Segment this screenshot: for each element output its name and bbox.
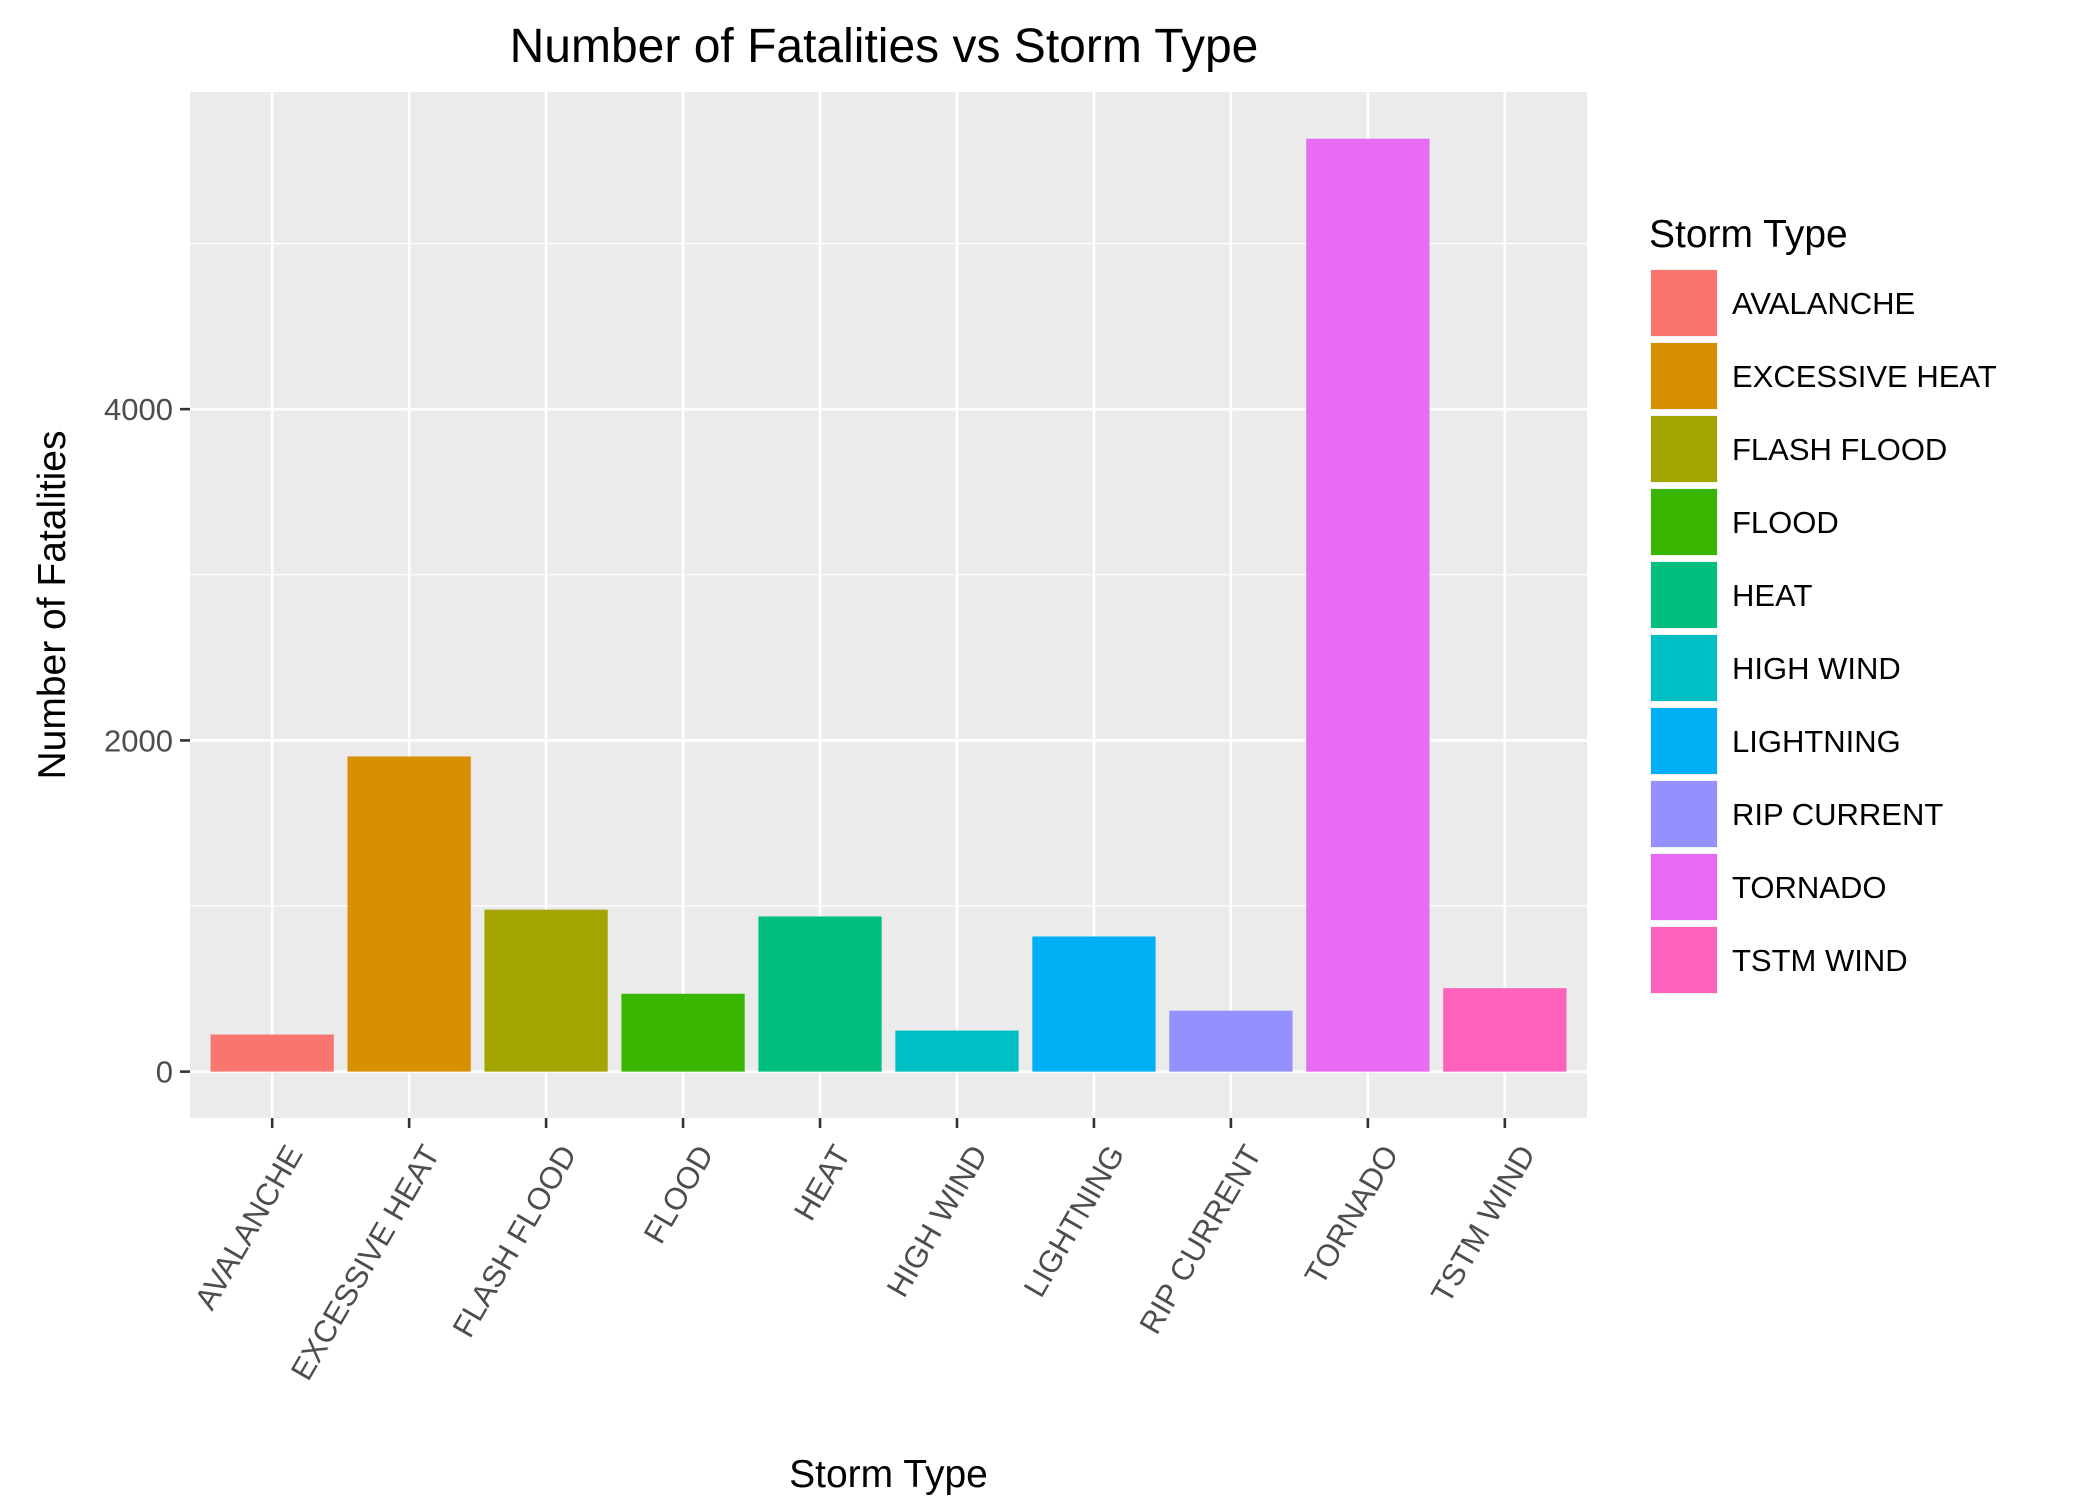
bar-lightning xyxy=(1032,936,1156,1072)
x-tick-label: HEAT xyxy=(787,1139,858,1226)
legend-swatch xyxy=(1651,343,1717,409)
legend-label: FLOOD xyxy=(1732,505,1839,540)
legend-swatch xyxy=(1651,635,1717,701)
legend-swatch xyxy=(1651,781,1717,847)
x-tick-label: TORNADO xyxy=(1298,1139,1406,1290)
x-tick-label: AVALANCHE xyxy=(188,1139,310,1315)
x-tick-label: RIP CURRENT xyxy=(1132,1139,1268,1340)
chart-title: Number of Fatalities vs Storm Type xyxy=(510,20,1259,73)
legend-swatch xyxy=(1651,270,1717,336)
y-axis-title: Number of Fatalities xyxy=(31,431,74,780)
legend-swatch xyxy=(1651,562,1717,628)
legend-label: AVALANCHE xyxy=(1732,286,1915,321)
legend-label: HEAT xyxy=(1732,578,1812,613)
x-tick-label: EXCESSIVE HEAT xyxy=(284,1139,447,1386)
legend-label: RIP CURRENT xyxy=(1732,797,1943,832)
legend-swatch xyxy=(1651,708,1717,774)
bar-flood xyxy=(621,993,745,1072)
legend-label: FLASH FLOOD xyxy=(1732,432,1947,467)
legend-label: LIGHTNING xyxy=(1732,724,1901,759)
legend: Storm Type AVALANCHE EXCESSIVE HEAT FLASH … xyxy=(1649,213,1997,994)
bar-heat xyxy=(758,916,882,1072)
x-tick-label: TSTM WIND xyxy=(1424,1139,1542,1309)
legend-swatch xyxy=(1651,927,1717,993)
x-tick-label: LIGHTNING xyxy=(1017,1139,1132,1303)
y-tick-label: 0 xyxy=(156,1055,173,1090)
bar-avalanche xyxy=(210,1034,334,1072)
legend-swatch xyxy=(1651,416,1717,482)
legend-title: Storm Type xyxy=(1649,213,1848,256)
x-tick-label: FLOOD xyxy=(637,1139,721,1249)
bar-high-wind xyxy=(895,1030,1019,1072)
legend-swatch xyxy=(1651,854,1717,920)
x-axis-title: Storm Type xyxy=(789,1453,988,1496)
y-tick-label: 4000 xyxy=(104,392,173,427)
y-tick-label: 2000 xyxy=(104,723,173,758)
bar-excessive-heat xyxy=(347,756,471,1072)
x-tick-label: FLASH FLOOD xyxy=(446,1139,584,1343)
legend-label: EXCESSIVE HEAT xyxy=(1732,359,1997,394)
legend-swatch xyxy=(1651,489,1717,555)
bar-tstm-wind xyxy=(1443,988,1567,1072)
bar-tornado xyxy=(1306,138,1430,1072)
x-tick-label: HIGH WIND xyxy=(880,1139,995,1303)
y-axis: 0 2000 4000 xyxy=(104,392,190,1090)
bar-rip-current xyxy=(1169,1010,1293,1072)
bar-flash-flood xyxy=(484,909,608,1072)
legend-label: TSTM WIND xyxy=(1732,943,1908,978)
legend-label: HIGH WIND xyxy=(1732,651,1901,686)
bars xyxy=(210,138,1567,1072)
legend-label: TORNADO xyxy=(1732,870,1886,905)
